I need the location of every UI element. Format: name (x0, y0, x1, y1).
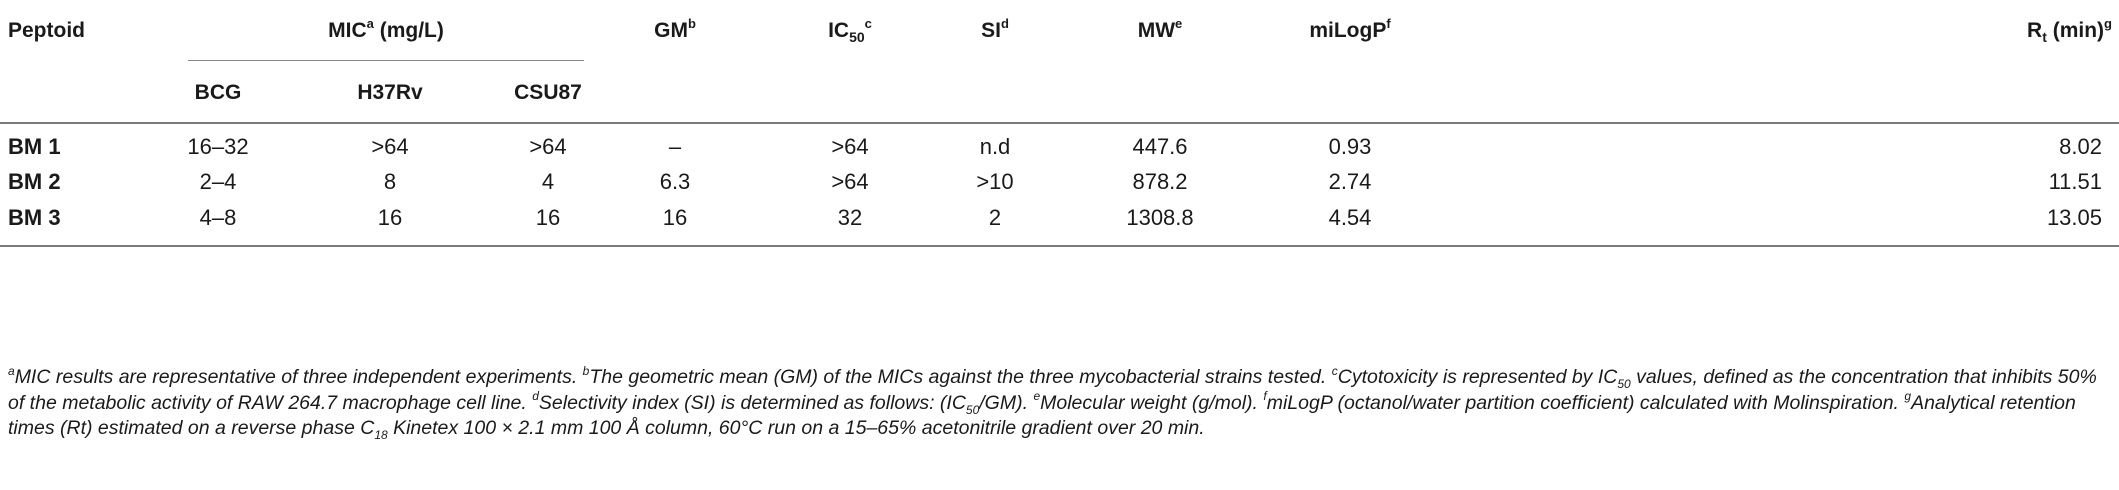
header-gm: GMb (654, 16, 696, 42)
cell-bcg: 4–8 (199, 205, 237, 230)
cell-si: 2 (988, 205, 1002, 230)
header-mw: MWe (1137, 16, 1183, 42)
cell-csu87: >64 (529, 134, 567, 159)
header-bottom-rule (0, 122, 2119, 124)
row-label: BM 1 (8, 134, 61, 159)
cell-mw: 878.2 (1132, 169, 1188, 194)
header-ic50: IC50c (828, 16, 872, 46)
cell-gm: 6.3 (659, 169, 691, 194)
table-footnotes: aMIC results are representative of three… (8, 363, 2097, 442)
cell-gm: 16 (662, 205, 688, 230)
header-h37rv: H37Rv (357, 81, 423, 104)
header-milogp: miLogPf (1309, 16, 1391, 42)
cell-si: n.d (979, 134, 1011, 159)
cell-si: >10 (976, 169, 1014, 194)
cell-csu87: 4 (541, 169, 555, 194)
cell-h37rv: 16 (377, 205, 403, 230)
cell-csu87: 16 (535, 205, 561, 230)
header-mic: MICa (mg/L) (328, 16, 444, 42)
cell-rt: 13.05 (2046, 205, 2102, 230)
mic-subheader-rule (188, 60, 584, 61)
cell-gm: – (668, 134, 682, 159)
header-rt: Rt (min)g (2027, 16, 2112, 46)
cell-h37rv: >64 (371, 134, 409, 159)
cell-ic50: 32 (837, 205, 863, 230)
header-csu87: CSU87 (514, 81, 582, 104)
header-si: SId (981, 16, 1009, 42)
cell-milogp: 0.93 (1328, 134, 1372, 159)
header-peptoid: Peptoid (8, 19, 85, 42)
cell-mw: 1308.8 (1126, 205, 1194, 230)
cell-milogp: 2.74 (1328, 169, 1372, 194)
cell-bcg: 16–32 (187, 134, 249, 159)
row-label: BM 2 (8, 169, 61, 194)
cell-h37rv: 8 (383, 169, 397, 194)
header-bcg: BCG (194, 81, 242, 104)
table-bottom-rule (0, 245, 2119, 247)
row-label: BM 3 (8, 205, 61, 230)
cell-ic50: >64 (831, 134, 869, 159)
cell-mw: 447.6 (1132, 134, 1188, 159)
cell-rt: 8.02 (2059, 134, 2102, 159)
cell-ic50: >64 (831, 169, 869, 194)
cell-rt: 11.51 (2048, 169, 2102, 194)
cell-milogp: 4.54 (1328, 205, 1372, 230)
cell-bcg: 2–4 (199, 169, 237, 194)
